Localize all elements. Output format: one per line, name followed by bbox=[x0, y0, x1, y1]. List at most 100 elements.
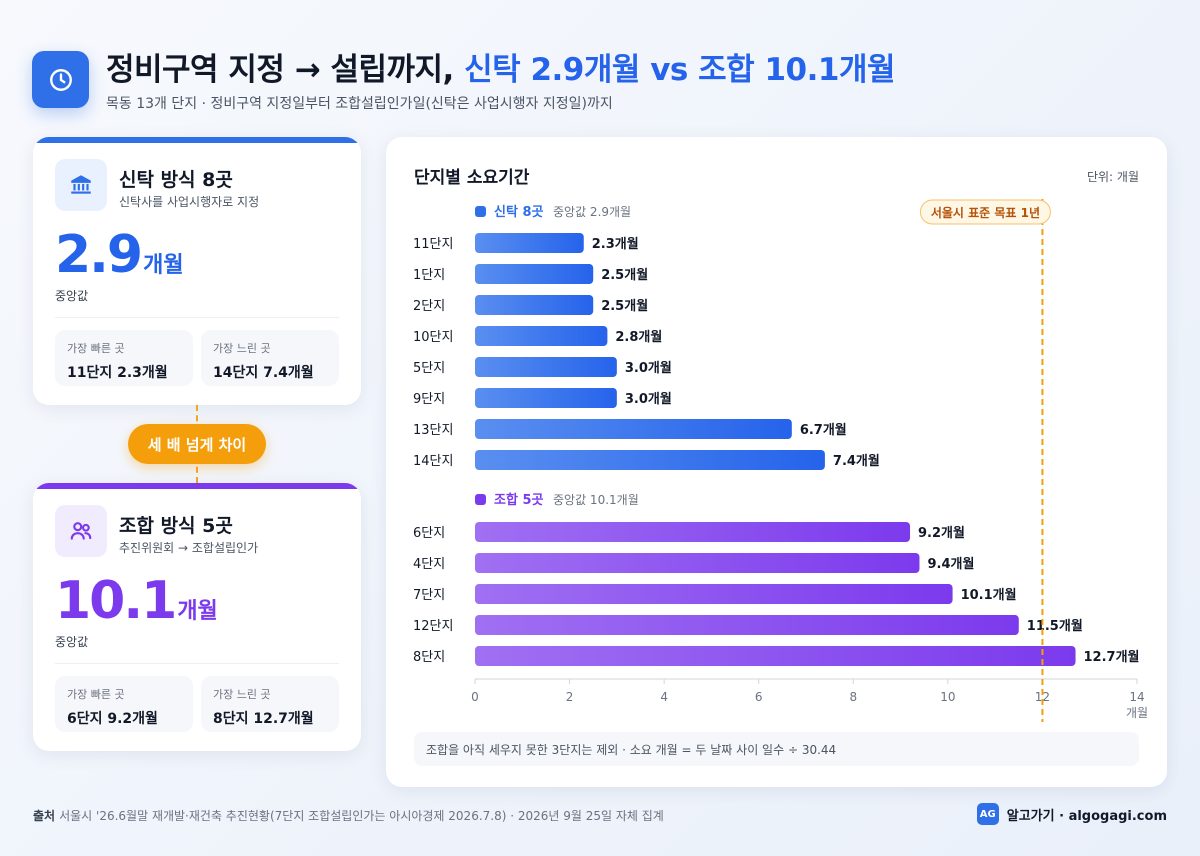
trust-median-value: 2.9개월 bbox=[55, 225, 184, 285]
trust-fastest-value: 11단지 2.3개월 bbox=[67, 365, 168, 381]
reference-label: 서울시 표준 목표 1년 bbox=[931, 205, 1040, 220]
bar-value-label: 3.0개월 bbox=[625, 391, 672, 407]
bar bbox=[475, 264, 594, 284]
bar bbox=[475, 584, 953, 604]
trust-slowest-value: 14단지 7.4개월 bbox=[213, 365, 314, 381]
trust-divider bbox=[55, 317, 339, 318]
category-label: 12단지 bbox=[413, 619, 453, 634]
bar bbox=[475, 326, 608, 346]
category-label: 2단지 bbox=[413, 299, 445, 314]
chart-note: 조합을 아직 세우지 못한 3단지는 제외 · 소요 개월 = 두 날짜 사이 … bbox=[414, 732, 1139, 766]
bar-value-label: 9.4개월 bbox=[927, 556, 974, 572]
bar bbox=[475, 233, 584, 253]
title-main: 정비구역 지정 → 설립까지, bbox=[106, 52, 454, 88]
clock-logo bbox=[32, 51, 89, 108]
union-median-value: 10.1개월 bbox=[55, 571, 218, 631]
trust-card-accent bbox=[33, 137, 361, 143]
union-fastest-label: 가장 빠른 곳 bbox=[67, 688, 125, 701]
x-tick-label: 14 bbox=[1129, 690, 1144, 704]
union-median-label: 중앙값 bbox=[55, 635, 89, 649]
group-name-0: 신탁 8곳 bbox=[494, 204, 543, 220]
trust-fastest-box: 가장 빠른 곳 11단지 2.3개월 bbox=[55, 330, 193, 386]
category-label: 11단지 bbox=[413, 237, 453, 252]
union-summary-card: 조합 방식 5곳 추진위원회 → 조합설립인가 10.1개월 중앙값 가장 빠른… bbox=[33, 483, 361, 751]
bar bbox=[475, 615, 1019, 635]
bar-value-label: 2.8개월 bbox=[615, 329, 662, 345]
page-subtitle: 목동 13개 단지 · 정비구역 지정일부터 조합설립인가일(신탁은 사업시행자… bbox=[106, 96, 613, 112]
brand-logo-icon: AG bbox=[976, 803, 999, 825]
x-tick-label: 8 bbox=[849, 690, 857, 704]
bank-icon bbox=[71, 175, 91, 194]
category-label: 4단지 bbox=[413, 557, 445, 572]
page-title: 정비구역 지정 → 설립까지, 신탁 2.9개월 vs 조합 10.1개월 bbox=[106, 44, 896, 89]
bar-value-label: 11.5개월 bbox=[1027, 618, 1083, 634]
x-tick-label: 4 bbox=[660, 690, 668, 704]
x-tick-label: 12 bbox=[1035, 690, 1050, 704]
legend-swatch-1 bbox=[475, 494, 486, 505]
union-card-title: 조합 방식 5곳 bbox=[119, 515, 233, 537]
bar-value-label: 6.7개월 bbox=[800, 422, 847, 438]
group-name-1: 조합 5곳 bbox=[494, 492, 543, 508]
category-label: 10단지 bbox=[413, 330, 453, 345]
union-slowest-label: 가장 느린 곳 bbox=[213, 688, 271, 701]
bar bbox=[475, 419, 792, 439]
trust-summary-card: 신탁 방식 8곳 신탁사를 사업시행자로 지정 2.9개월 중앙값 가장 빠른 … bbox=[33, 137, 361, 405]
bar-value-label: 2.3개월 bbox=[592, 236, 639, 252]
group-median-1: 중앙값 10.1개월 bbox=[553, 493, 639, 507]
trust-card-title: 신탁 방식 8곳 bbox=[119, 169, 233, 191]
clock-icon bbox=[49, 68, 72, 91]
bar-value-label: 3.0개월 bbox=[625, 360, 672, 376]
category-label: 8단지 bbox=[413, 650, 445, 665]
category-label: 1단지 bbox=[413, 268, 445, 283]
chart-unit-label: 단위: 개월 bbox=[1086, 170, 1139, 184]
bar bbox=[475, 646, 1076, 666]
union-fastest-box: 가장 빠른 곳 6단지 9.2개월 bbox=[55, 676, 193, 732]
trust-median-label: 중앙값 bbox=[55, 289, 89, 303]
union-slowest-box: 가장 느린 곳 8단지 12.7개월 bbox=[201, 676, 339, 732]
trust-median-number: 2.9 bbox=[55, 225, 143, 285]
trust-median-unit: 개월 bbox=[143, 253, 184, 278]
union-icon-box bbox=[55, 505, 107, 557]
category-label: 14단지 bbox=[413, 454, 453, 469]
bar bbox=[475, 522, 911, 542]
category-label: 13단지 bbox=[413, 423, 453, 438]
bar-value-label: 2.5개월 bbox=[601, 298, 648, 314]
trust-slowest-label: 가장 느린 곳 bbox=[213, 342, 271, 355]
bar bbox=[475, 357, 617, 377]
source-text: 서울시 '26.6월말 재개발·재건축 추진현황(7단지 조합설립인가는 아시아… bbox=[59, 809, 664, 823]
x-axis-label: 개월 bbox=[1126, 706, 1148, 720]
category-label: 9단지 bbox=[413, 392, 445, 407]
legend-swatch-0 bbox=[475, 206, 486, 217]
chart-title: 단지별 소요기간 bbox=[414, 168, 530, 188]
brand-text: 알고가기 · algogagi.com bbox=[1006, 808, 1167, 824]
category-label: 5단지 bbox=[413, 361, 445, 376]
group-median-0: 중앙값 2.9개월 bbox=[553, 205, 631, 219]
union-fastest-value: 6단지 9.2개월 bbox=[67, 711, 158, 727]
category-label: 6단지 bbox=[413, 526, 445, 541]
bar bbox=[475, 295, 594, 315]
union-median-unit: 개월 bbox=[177, 599, 218, 624]
chart-card: 단지별 소요기간 단위: 개월 신탁 8곳 중앙값 2.9개월 11단지 2.3개월 1… bbox=[386, 137, 1167, 787]
bar-value-label: 7.4개월 bbox=[833, 453, 880, 469]
bar-value-label: 2.5개월 bbox=[601, 267, 648, 283]
comparison-pill: 세 배 넘게 차이 bbox=[128, 424, 266, 464]
brand[interactable]: AG 알고가기 · algogagi.com bbox=[976, 803, 1167, 825]
bar bbox=[475, 553, 920, 573]
x-tick-label: 10 bbox=[940, 690, 955, 704]
title-highlight: 신탁 2.9개월 vs 조합 10.1개월 bbox=[464, 52, 896, 88]
source-line: 출처 서울시 '26.6월말 재개발·재건축 추진현황(7단지 조합설립인가는 아… bbox=[33, 807, 664, 824]
union-card-subtitle: 추진위원회 → 조합설립인가 bbox=[119, 541, 259, 555]
x-tick-label: 2 bbox=[566, 690, 574, 704]
union-slowest-value: 8단지 12.7개월 bbox=[213, 711, 314, 727]
union-divider bbox=[55, 663, 339, 664]
bar-value-label: 12.7개월 bbox=[1084, 649, 1140, 665]
bar-value-label: 10.1개월 bbox=[961, 587, 1017, 603]
x-tick-label: 6 bbox=[755, 690, 763, 704]
trust-card-subtitle: 신탁사를 사업시행자로 지정 bbox=[119, 195, 260, 209]
category-label: 7단지 bbox=[413, 588, 445, 603]
trust-fastest-label: 가장 빠른 곳 bbox=[67, 342, 125, 355]
bar bbox=[475, 388, 617, 408]
trust-icon-box bbox=[55, 159, 107, 211]
union-median-number: 10.1 bbox=[55, 571, 177, 631]
union-card-accent bbox=[33, 483, 361, 489]
